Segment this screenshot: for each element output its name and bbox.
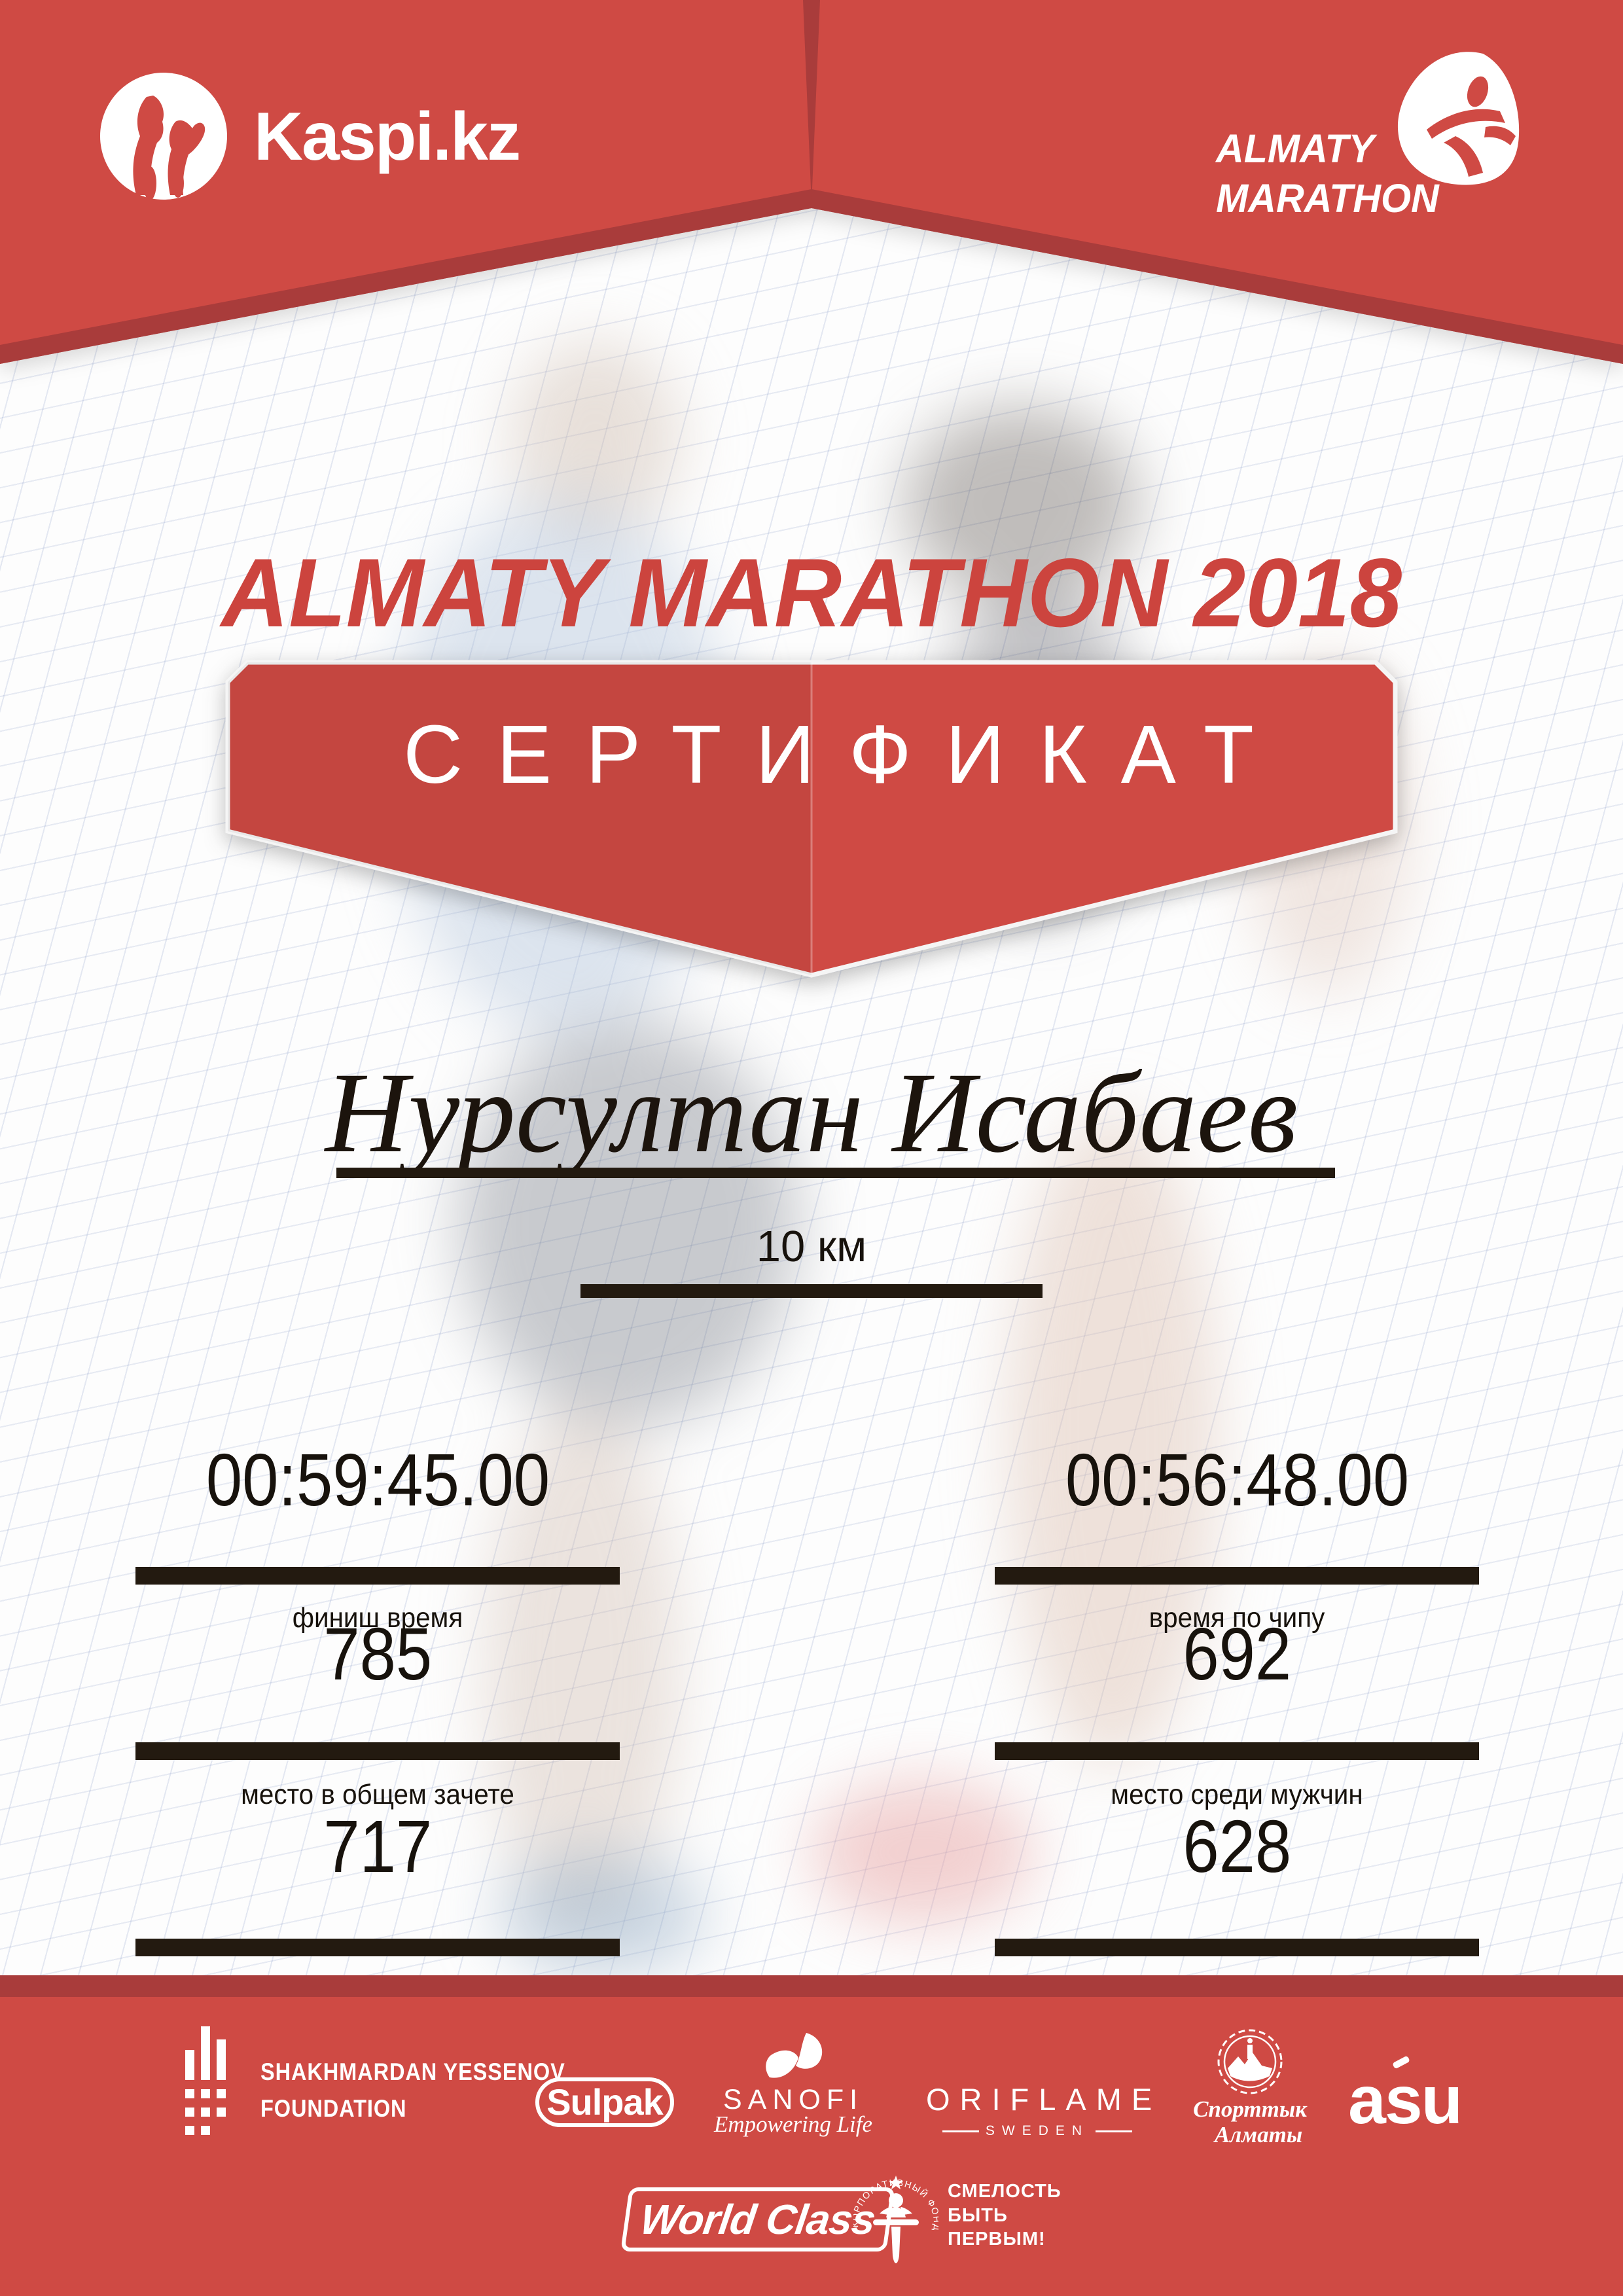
- race-distance: 10 км: [756, 1222, 867, 1271]
- fund-motto-line3: ПЕРВЫМ!: [948, 2229, 1046, 2250]
- event-title: ALMATY MARATHON 2018: [221, 538, 1402, 647]
- result-label: место среди мужчин: [1111, 1779, 1363, 1810]
- fund-motto: СМЕЛОСТЬ БЫТЬ ПЕРВЫМ!: [948, 2179, 1061, 2251]
- result-value: 717: [323, 1805, 432, 1888]
- result-underline: [135, 1567, 620, 1585]
- result-label: место в общем зачете: [241, 1779, 514, 1810]
- kaspi-people-icon: [100, 73, 227, 200]
- result-underline: [995, 1567, 1479, 1585]
- certificate-label: СЕРТИФИКАТ: [403, 708, 1288, 800]
- result-finish-time: 00:59:45.00 финиш время: [129, 1437, 626, 1634]
- result-underline: [135, 1939, 620, 1956]
- oriflame-sweden-label: SWEDEN: [926, 2123, 1149, 2139]
- footer-dark-stripe: [0, 1975, 1623, 1997]
- result-value: 00:56:48.00: [1065, 1439, 1409, 1521]
- result-chip-time: 00:56:48.00 время по чипу: [988, 1437, 1486, 1634]
- result-age-place: 717 место в возрастной категории: [129, 1804, 626, 2007]
- distance-underline: [580, 1284, 1043, 1298]
- result-value: 00:59:45.00: [205, 1439, 550, 1521]
- sanofi-bird-icon: [766, 2033, 823, 2078]
- sanofi-logo-text: SANOFI: [722, 2084, 864, 2115]
- yessenov-foundation-label: SHAKHMARDAN YESSENOV FOUNDATION: [260, 2054, 565, 2126]
- oriflame-logo-text: ORIFLAME: [926, 2082, 1162, 2117]
- sport-almaty-line2: Алматы: [1214, 2121, 1303, 2147]
- almaty-marathon-logo-text: ALMATY MARATHON: [1216, 124, 1439, 223]
- fund-motto-line2: БЫТЬ: [948, 2204, 1008, 2226]
- certificate-shield: [225, 660, 1398, 978]
- name-underline: [336, 1168, 1335, 1178]
- result-overall-place: 785 место в общем зачете: [129, 1611, 626, 1810]
- result-underline: [995, 1939, 1479, 1956]
- corporate-fund-emblem: КОРПОРАТИВНЫЙ ФОНД: [853, 2176, 938, 2263]
- yessenov-line1: SHAKHMARDAN YESSENOV: [260, 2058, 565, 2085]
- almaty-logo-line2: MARATHON: [1216, 175, 1439, 221]
- result-men-place: 692 место среди мужчин: [988, 1611, 1486, 1810]
- sanofi-tagline: Empowering Life: [713, 2111, 873, 2137]
- sport-almaty-label: Спорттык Алматы: [1178, 2096, 1322, 2147]
- header-banner: [0, 0, 1623, 364]
- result-label: финиш время: [292, 1602, 463, 1634]
- result-value: 628: [1183, 1805, 1291, 1888]
- kaspi-logo-text: Kaspi.kz: [254, 99, 521, 175]
- yessenov-line2: FOUNDATION: [260, 2094, 407, 2122]
- participant-name: Нурсултан Исабаев: [325, 1049, 1298, 1177]
- yessenov-foundation-icon: [185, 2026, 231, 2138]
- asu-logo-text: asu: [1348, 2062, 1463, 2138]
- result-age-men-place: 628 место в возрастной категории среди м…: [963, 1804, 1511, 2007]
- sulpak-logo: Sulpak: [535, 2077, 674, 2127]
- runner-teardrop-icon: [1397, 52, 1520, 185]
- result-value: 692: [1183, 1613, 1291, 1695]
- fund-motto-line1: СМЕЛОСТЬ: [948, 2181, 1061, 2202]
- result-underline: [995, 1742, 1479, 1760]
- result-label: время по чипу: [1149, 1602, 1325, 1634]
- result-value: 785: [323, 1613, 432, 1695]
- sport-almaty-emblem: [1217, 2029, 1283, 2094]
- result-underline: [135, 1742, 620, 1760]
- almaty-logo-line1: ALMATY: [1216, 126, 1375, 171]
- sport-almaty-line1: Спорттык: [1193, 2096, 1307, 2122]
